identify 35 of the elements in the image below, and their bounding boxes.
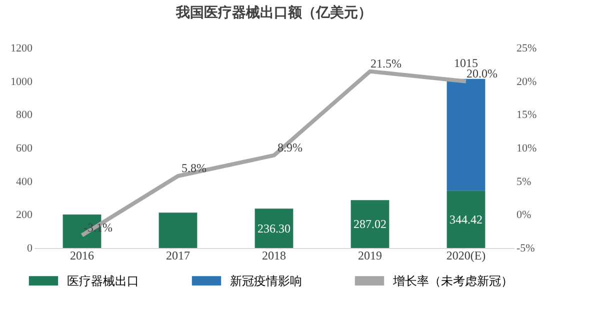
x-tick-label: 2017 <box>166 248 190 262</box>
y-tick-label: 400 <box>16 176 33 188</box>
chart-title: 我国医疗器械出口额（亿美元） <box>175 4 372 21</box>
y2-tick-label: 10% <box>516 142 537 154</box>
y-tick-label: 600 <box>16 142 33 154</box>
y2-tick-label: 25% <box>516 42 537 54</box>
x-tick-label: 2018 <box>262 248 286 262</box>
y2-tick-label: 20% <box>516 76 537 88</box>
bar <box>254 208 294 248</box>
data-label: 8.9% <box>278 140 302 154</box>
y-tick-label: 1200 <box>10 42 33 54</box>
y2-tick-label: 5% <box>516 176 532 188</box>
data-label: 21.5% <box>370 56 402 70</box>
y-tick-label: 800 <box>16 109 33 122</box>
x-tick-label: 2020(E) <box>446 248 486 262</box>
data-label: 287.02 <box>354 217 386 232</box>
bar <box>446 78 486 191</box>
y-tick-label: 200 <box>16 209 33 222</box>
y-tick-label: 0 <box>27 242 33 254</box>
legend-label: 医疗器械出口 <box>67 274 139 288</box>
data-label: 236.30 <box>258 221 290 236</box>
legend-label: 增长率（未考虑新冠） <box>392 274 513 288</box>
x-tick-label: 2019 <box>358 248 382 262</box>
x-tick-label: 2016 <box>70 248 94 262</box>
data-label: 344.42 <box>450 212 482 226</box>
data-label: 5.8% <box>182 161 206 175</box>
bar <box>446 190 486 248</box>
y2-tick-label: -5% <box>516 242 535 254</box>
y2-tick-label: 15% <box>516 109 537 122</box>
legend-label: 新冠疫情影响 <box>230 274 302 288</box>
y2-tick-label: 0% <box>516 209 532 222</box>
data-label: -3.1% <box>84 220 112 234</box>
bar <box>158 212 198 248</box>
bar <box>350 200 390 248</box>
y-tick-label: 1000 <box>10 76 33 88</box>
